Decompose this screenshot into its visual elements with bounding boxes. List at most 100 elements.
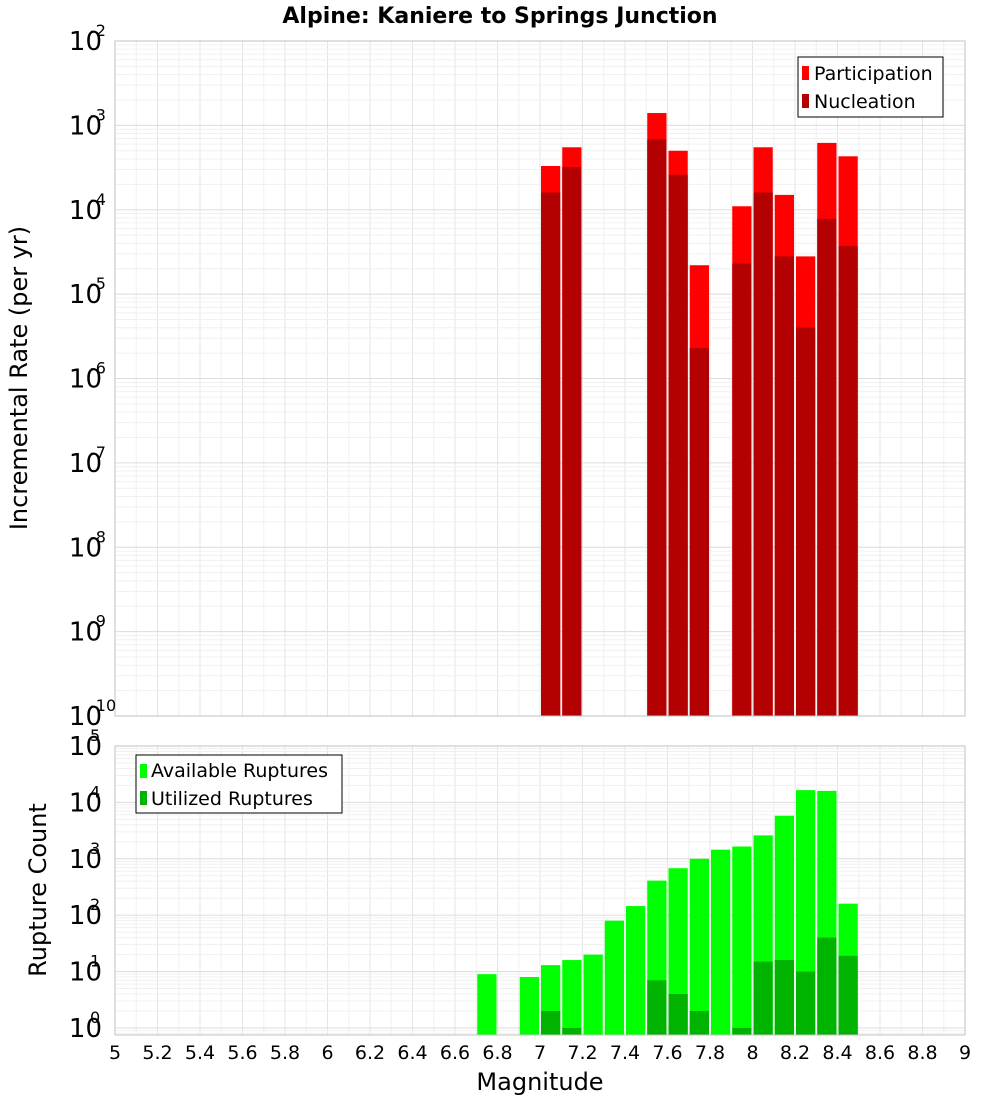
x-tick-label: 6.2: [355, 1042, 385, 1064]
y-tick-label: 10: [69, 533, 102, 563]
rupture-bar-available-ruptures: [711, 849, 731, 1035]
x-tick-label: 5.2: [142, 1042, 172, 1064]
utilized-legend-label: Utilized Ruptures: [151, 788, 313, 810]
rate-bar-nucleation: [796, 327, 816, 716]
y-tick-label: 10: [69, 27, 102, 57]
y-tick-label: 10: [69, 111, 102, 141]
y-tick-label: 10: [69, 196, 102, 226]
x-tick-label: 8.6: [865, 1042, 895, 1064]
y-tick-exponent: -10: [90, 696, 116, 715]
x-tick-label: 6: [321, 1042, 333, 1064]
rate-bar-nucleation: [838, 246, 858, 716]
rupture-legend: Available Ruptures Utilized Ruptures: [135, 754, 343, 814]
y-tick-exponent: -6: [90, 359, 106, 378]
available-legend-swatch: [140, 764, 147, 778]
rupture-bar-available-ruptures: [626, 906, 646, 1035]
y-tick-label: 10: [69, 702, 102, 732]
rate-legend: Participation Nucleation: [797, 56, 944, 118]
y-tick-exponent: -2: [90, 21, 106, 40]
x-tick-label: 7.8: [695, 1042, 725, 1064]
y-tick-label: 10: [69, 958, 102, 988]
rate-bar-nucleation: [689, 347, 709, 716]
rupture-bar-available-ruptures: [604, 920, 624, 1035]
rupture-bar-utilized-ruptures: [838, 955, 858, 1035]
y-tick-exponent: -5: [90, 274, 106, 293]
y-tick-label: 10: [69, 618, 102, 648]
rate-plot-border: [114, 40, 966, 717]
x-tick-label: 8.2: [780, 1042, 810, 1064]
rupture-bar-available-ruptures: [519, 977, 539, 1035]
rupture-bar-utilized-ruptures: [753, 961, 773, 1035]
utilized-legend-swatch: [140, 791, 147, 805]
magnitude-x-axis-label: Magnitude: [476, 1068, 603, 1096]
x-tick-label: 8: [746, 1042, 758, 1064]
participation-legend-swatch: [802, 66, 809, 80]
rate-y-axis-label: Incremental Rate (per yr): [5, 226, 33, 530]
rupture-bar-available-ruptures: [477, 974, 497, 1035]
rupture-bars: [477, 790, 858, 1035]
nucleation-legend-swatch: [802, 94, 809, 108]
x-tick-label: 5.6: [227, 1042, 257, 1064]
y-tick-label: 10: [69, 1014, 102, 1044]
rate-grid: [114, 40, 966, 717]
x-tick-label: 6.8: [482, 1042, 512, 1064]
rate-bar-nucleation: [732, 263, 752, 716]
y-tick-exponent: 4: [90, 782, 100, 801]
rupture-bar-utilized-ruptures: [774, 960, 794, 1035]
y-tick-exponent: -9: [90, 612, 106, 631]
rupture-bar-utilized-ruptures: [732, 1027, 752, 1035]
y-tick-exponent: -3: [90, 105, 106, 124]
x-tick-label: 6.6: [440, 1042, 470, 1064]
rupture-bar-available-ruptures: [583, 954, 603, 1035]
x-tick-label: 8.4: [822, 1042, 852, 1064]
y-tick-exponent: 3: [90, 839, 100, 858]
magnitude-x-ticks: 5 5.2 5.4 5.6 5.8 6 6.2 6.4 6.6 6.8 7 7.2 7.4 7.6 7.8 8…: [109, 1042, 971, 1064]
y-tick-label: 10: [69, 280, 102, 310]
participation-legend-label: Participation: [814, 63, 933, 85]
rate-bar-nucleation: [562, 167, 582, 716]
rupture-bar-utilized-ruptures: [689, 1010, 709, 1035]
rupture-plot-border: [114, 745, 966, 1036]
y-tick-label: 10: [69, 788, 102, 818]
rate-legend-box: [797, 56, 944, 118]
rupture-y-axis-label: Rupture Count: [24, 803, 52, 977]
rupture-bar-utilized-ruptures: [647, 980, 667, 1035]
nucleation-legend-label: Nucleation: [814, 91, 916, 113]
x-tick-label: 5.4: [185, 1042, 215, 1064]
y-tick-exponent: -4: [90, 190, 106, 209]
x-tick-label: 5.8: [270, 1042, 300, 1064]
rate-bar-nucleation: [817, 218, 837, 716]
x-tick-label: 8.8: [907, 1042, 937, 1064]
y-tick-exponent: -7: [90, 443, 106, 462]
rupture-bar-utilized-ruptures: [796, 971, 816, 1035]
rupture-bar-utilized-ruptures: [541, 1010, 561, 1035]
y-tick-label: 10: [69, 901, 102, 931]
rupture-bar-utilized-ruptures: [817, 937, 837, 1035]
x-tick-label: 7.6: [652, 1042, 682, 1064]
x-tick-label: 9: [959, 1042, 971, 1064]
rupture-bar-available-ruptures: [689, 858, 709, 1035]
rate-bar-nucleation: [668, 174, 688, 716]
x-tick-label: 7: [534, 1042, 546, 1064]
y-tick-exponent: 0: [90, 1008, 100, 1027]
y-tick-label: 10: [69, 365, 102, 395]
y-tick-label: 10: [69, 732, 102, 762]
y-tick-label: 10: [69, 845, 102, 875]
rupture-legend-box: [135, 754, 343, 814]
y-tick-exponent: 2: [90, 895, 100, 914]
y-tick-exponent: -8: [90, 527, 106, 546]
x-tick-label: 6.4: [397, 1042, 427, 1064]
chart-title: Alpine: Kaniere to Springs Junction: [282, 4, 717, 29]
rupture-bar-utilized-ruptures: [562, 1027, 582, 1035]
rupture-bar-utilized-ruptures: [668, 994, 688, 1035]
y-tick-label: 10: [69, 449, 102, 479]
x-tick-label: 7.2: [567, 1042, 597, 1064]
rate-bar-nucleation: [753, 192, 773, 717]
y-tick-exponent: 1: [90, 952, 100, 971]
x-tick-label: 5: [109, 1042, 121, 1064]
